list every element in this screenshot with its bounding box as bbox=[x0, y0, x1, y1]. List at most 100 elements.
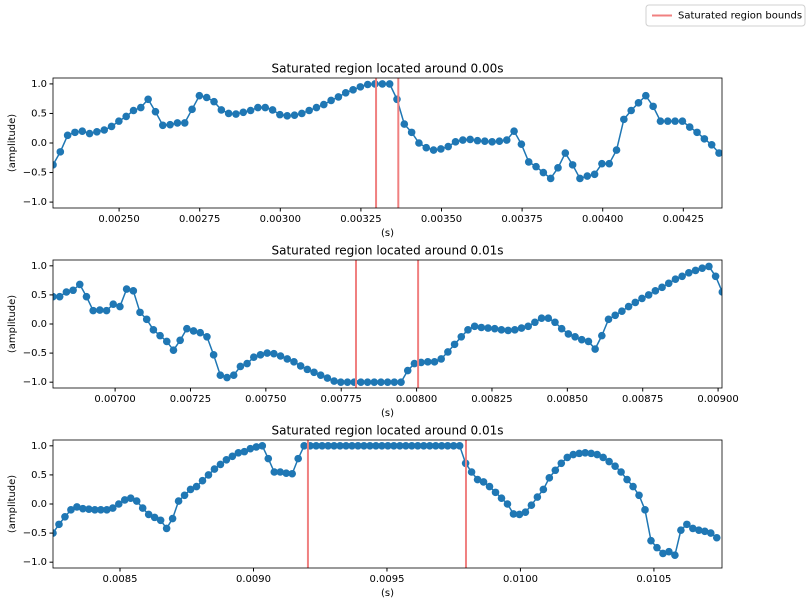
data-point bbox=[410, 359, 419, 368]
data-point bbox=[53, 292, 57, 301]
data-point bbox=[551, 466, 560, 475]
data-point bbox=[504, 326, 512, 335]
data-point bbox=[546, 174, 555, 183]
x-axis-label: (s) bbox=[381, 408, 394, 419]
x-tick-label: 0.00275 bbox=[179, 214, 220, 225]
data-point bbox=[698, 264, 707, 272]
data-point bbox=[431, 442, 440, 450]
data-point bbox=[656, 117, 665, 125]
data-point bbox=[584, 337, 593, 346]
data-point bbox=[330, 377, 338, 385]
data-point bbox=[711, 272, 720, 281]
data-point bbox=[109, 300, 118, 309]
legend-label: Saturated region bounds bbox=[678, 11, 802, 22]
data-point bbox=[591, 345, 599, 353]
data-point bbox=[122, 285, 131, 293]
data-point bbox=[545, 474, 554, 482]
data-point bbox=[497, 494, 506, 502]
data-point bbox=[296, 362, 305, 370]
y-tick-label: 1.0 bbox=[31, 79, 47, 90]
data-point bbox=[647, 536, 655, 545]
data-point bbox=[268, 106, 277, 114]
y-tick-label: 0.0 bbox=[31, 138, 47, 149]
data-point bbox=[568, 161, 577, 169]
data-point bbox=[283, 112, 291, 120]
data-point bbox=[316, 371, 325, 380]
data-point bbox=[611, 462, 619, 470]
data-point bbox=[166, 120, 174, 129]
data-point bbox=[189, 327, 198, 335]
data-point bbox=[569, 450, 578, 459]
data-point bbox=[114, 500, 123, 508]
data-point bbox=[312, 103, 321, 112]
data-point bbox=[173, 119, 182, 127]
data-point bbox=[282, 469, 291, 477]
data-point bbox=[210, 465, 219, 473]
data-point bbox=[357, 378, 365, 386]
data-point bbox=[524, 158, 533, 166]
data-point bbox=[249, 353, 258, 361]
x-axis-label: (s) bbox=[381, 588, 394, 599]
y-tick-label: −0.5 bbox=[23, 168, 47, 179]
data-point bbox=[715, 149, 722, 157]
data-point bbox=[577, 335, 586, 344]
data-point bbox=[254, 103, 262, 112]
data-point bbox=[216, 371, 225, 380]
data-point bbox=[611, 311, 620, 320]
data-point bbox=[537, 314, 546, 322]
data-point bbox=[108, 504, 117, 512]
data-point bbox=[356, 83, 365, 91]
data-point bbox=[511, 326, 519, 334]
data-point bbox=[664, 279, 673, 288]
data-point bbox=[539, 485, 548, 494]
data-point bbox=[85, 129, 94, 138]
data-point bbox=[149, 326, 158, 334]
data-point bbox=[571, 333, 579, 341]
data-point bbox=[300, 442, 308, 450]
data-point bbox=[183, 324, 191, 333]
data-point bbox=[276, 110, 284, 119]
data-point bbox=[444, 348, 452, 356]
x-tick-label: 0.00775 bbox=[321, 394, 362, 405]
data-point bbox=[464, 326, 472, 334]
data-point bbox=[156, 516, 165, 525]
data-point bbox=[631, 298, 640, 307]
data-point bbox=[430, 358, 439, 366]
y-tick-label: 1.0 bbox=[31, 441, 47, 452]
data-point bbox=[470, 322, 479, 331]
data-point bbox=[417, 358, 425, 367]
data-point bbox=[658, 283, 666, 292]
data-point bbox=[509, 510, 518, 518]
data-point bbox=[689, 524, 697, 533]
data-point bbox=[162, 524, 171, 533]
data-point bbox=[378, 442, 386, 450]
data-point bbox=[107, 122, 116, 131]
data-point bbox=[256, 351, 265, 359]
data-point bbox=[151, 107, 160, 116]
data-point bbox=[649, 102, 657, 111]
data-point bbox=[180, 119, 189, 127]
data-point bbox=[563, 453, 572, 462]
data-point bbox=[390, 442, 398, 450]
data-point bbox=[707, 140, 716, 149]
data-point bbox=[294, 454, 302, 463]
data-point bbox=[385, 80, 394, 88]
data-point bbox=[444, 142, 453, 151]
x-tick-label: 0.00850 bbox=[547, 394, 588, 405]
data-point bbox=[419, 442, 428, 450]
subplot-title: Saturated region located around 0.01s bbox=[272, 244, 504, 258]
data-point bbox=[413, 442, 422, 450]
data-point bbox=[67, 506, 75, 514]
y-axis-label: (amplitude) bbox=[7, 295, 18, 353]
data-point bbox=[497, 326, 506, 334]
data-point bbox=[581, 449, 590, 457]
data-point bbox=[363, 80, 372, 89]
data-point bbox=[126, 494, 135, 502]
x-tick-label: 0.00300 bbox=[260, 214, 301, 225]
x-tick-label: 0.00350 bbox=[421, 214, 462, 225]
data-point bbox=[712, 533, 721, 542]
data-point bbox=[429, 146, 438, 154]
data-point bbox=[360, 442, 368, 450]
data-point bbox=[642, 91, 650, 100]
data-point bbox=[349, 86, 357, 94]
